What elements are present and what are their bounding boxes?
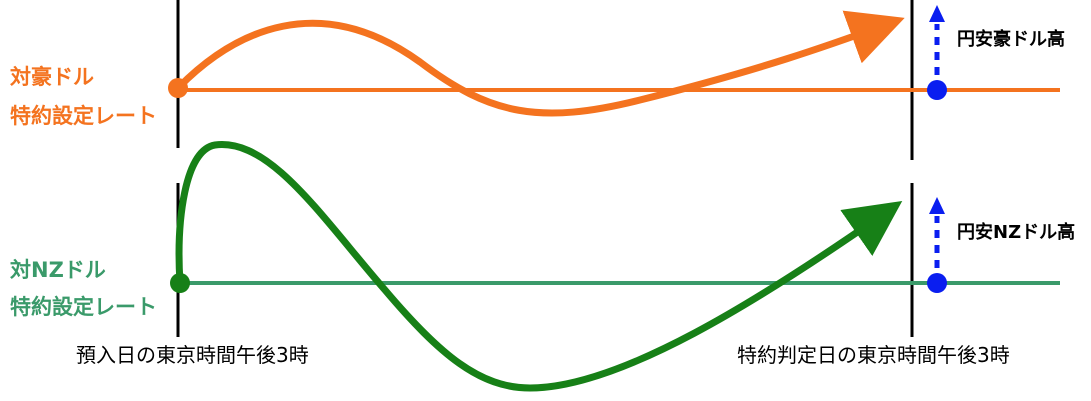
nzd-rate-label-line2: 特約設定レート bbox=[10, 295, 157, 319]
aud-rate-label-line2: 特約設定レート bbox=[10, 104, 157, 128]
nzd-up-move-arrowhead bbox=[929, 197, 945, 214]
aud-end-point bbox=[927, 80, 947, 100]
nzd-rate-curve bbox=[175, 141, 903, 392]
end-time-label: 特約判定日の東京時間午後3時 bbox=[737, 343, 1010, 367]
aud-up-move-arrowhead bbox=[929, 5, 945, 22]
nzd-start-point bbox=[170, 273, 190, 293]
aud-up-move-label: 円安豪ドル高 bbox=[957, 29, 1065, 50]
aud-rate-curve bbox=[174, 10, 905, 117]
start-time-label: 預入日の東京時間午後3時 bbox=[76, 343, 309, 367]
nzd-rate-label-line1: 対NZドル bbox=[10, 258, 106, 282]
aud-start-point bbox=[168, 78, 188, 98]
nzd-end-point bbox=[927, 273, 947, 293]
nzd-up-move-label: 円安NZドル高 bbox=[957, 222, 1076, 243]
aud-rate-label-line1: 対豪ドル bbox=[10, 65, 94, 89]
